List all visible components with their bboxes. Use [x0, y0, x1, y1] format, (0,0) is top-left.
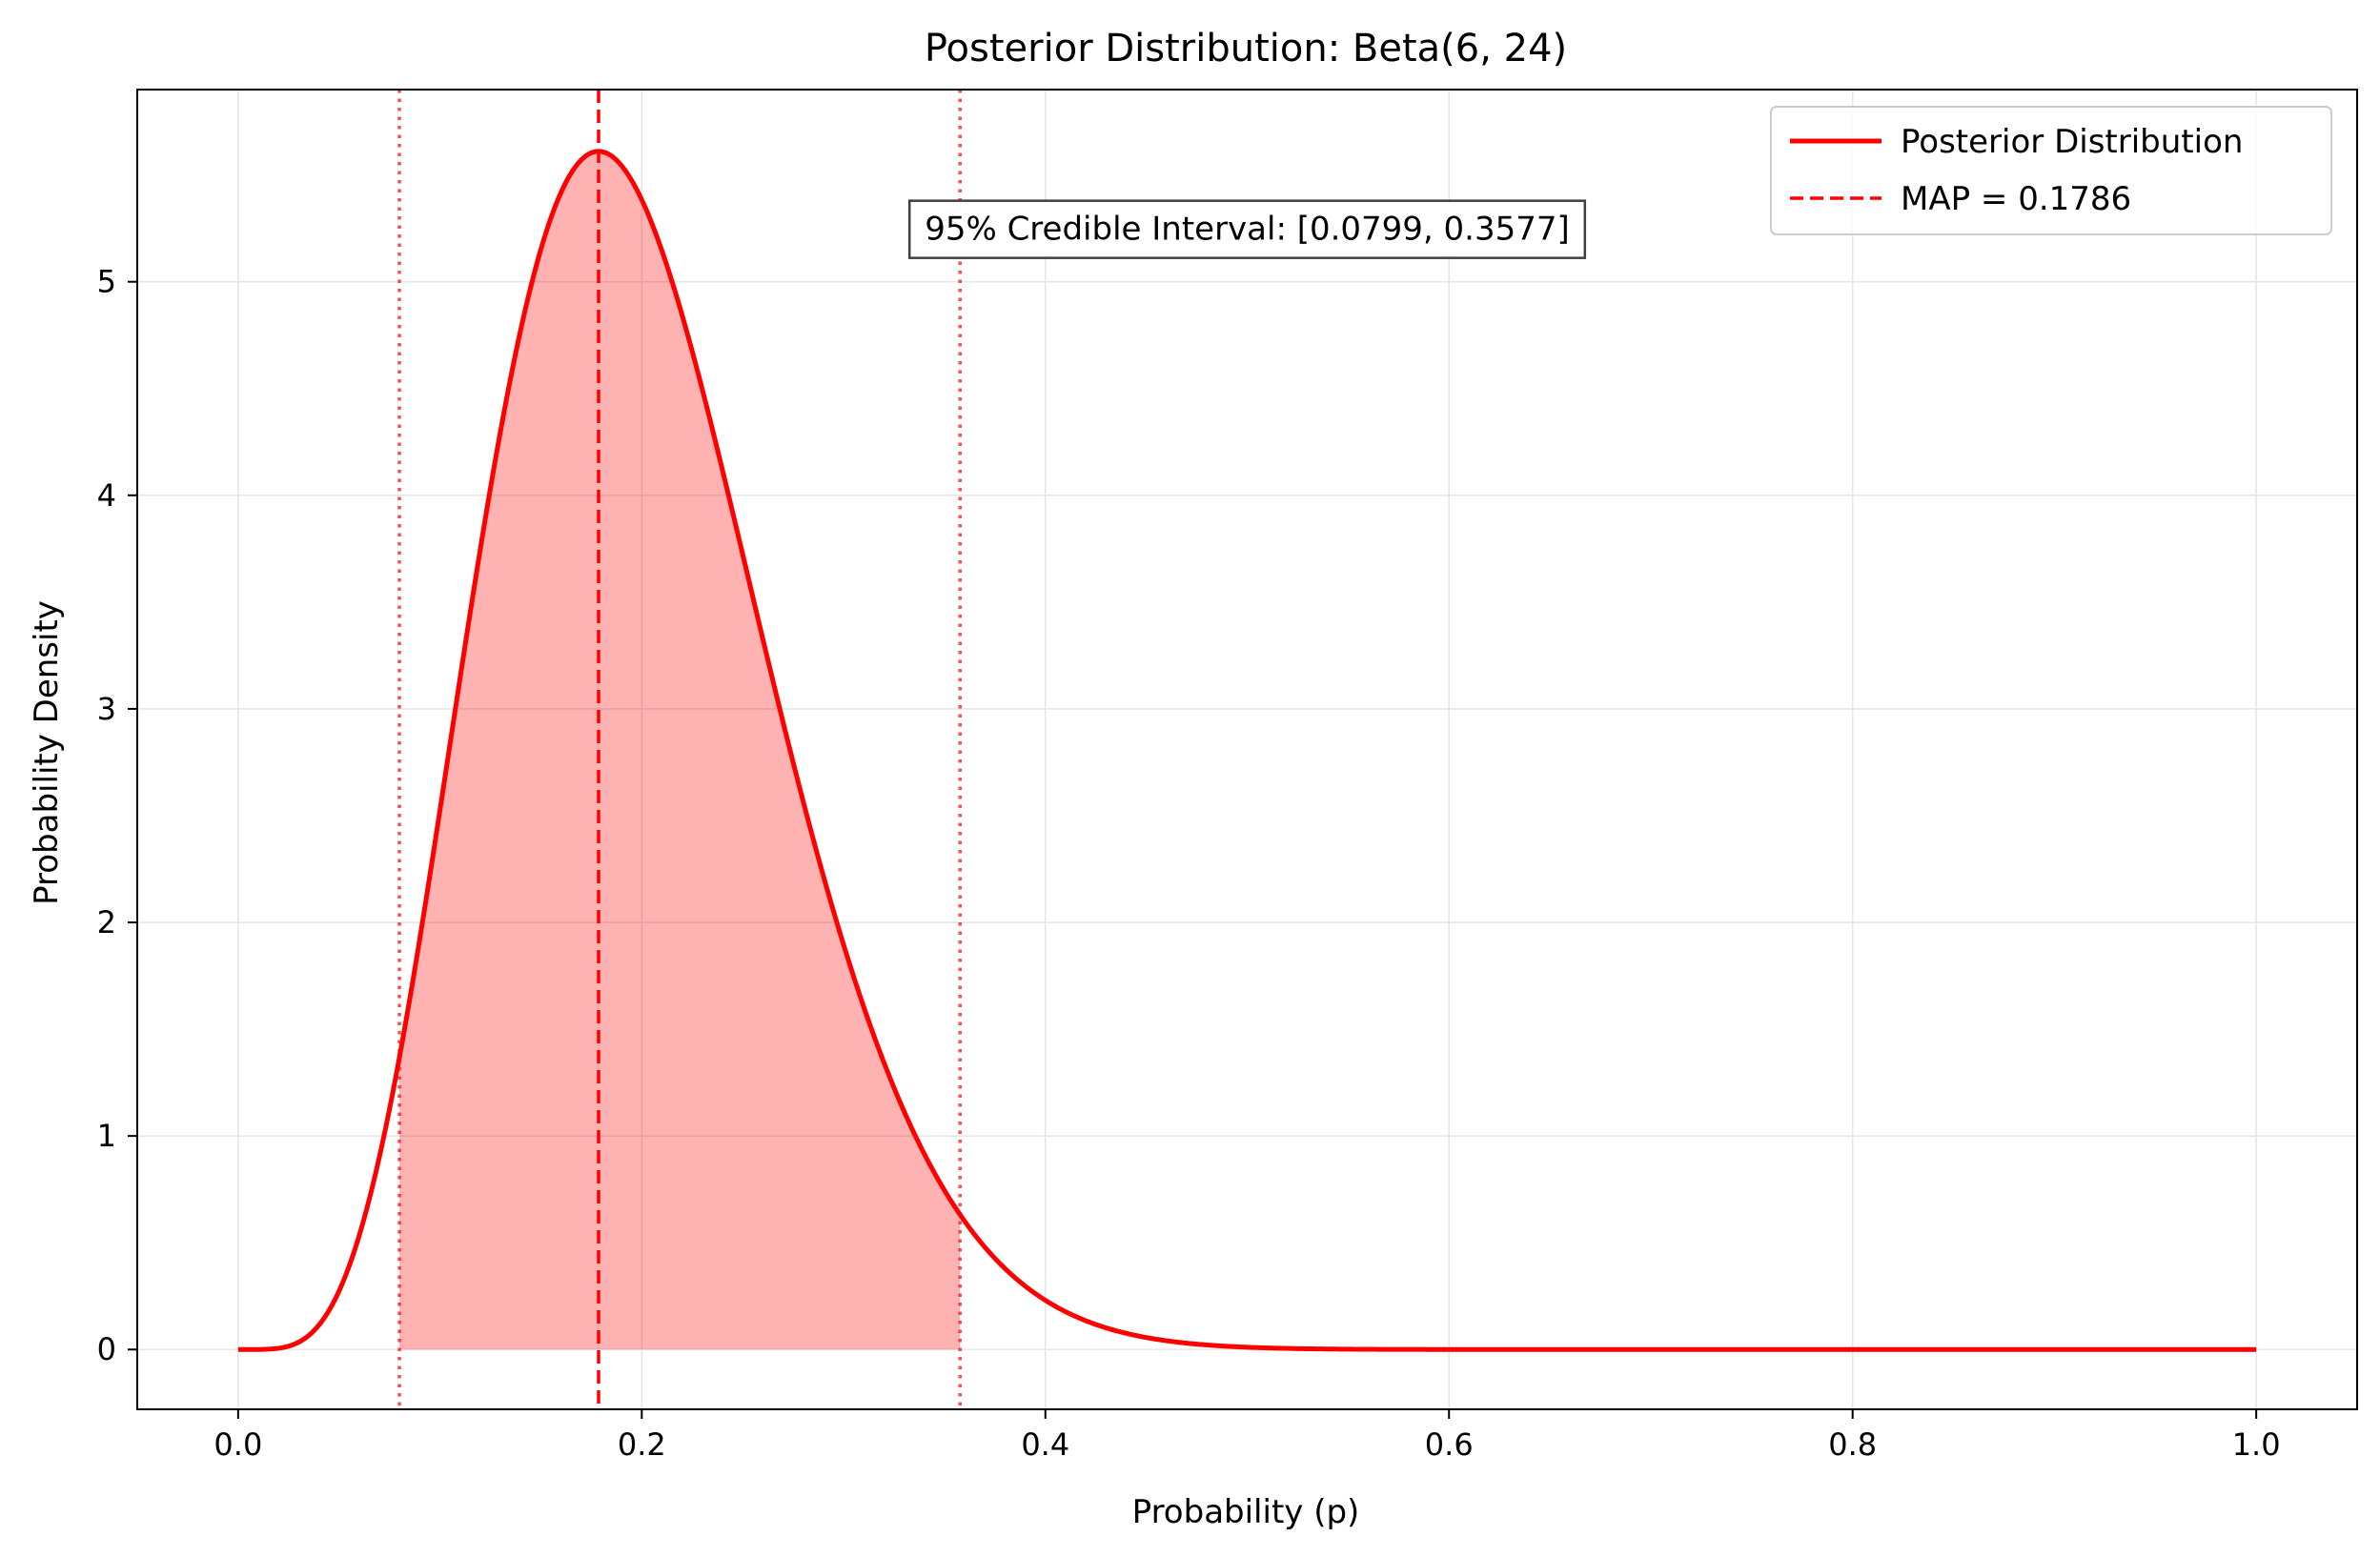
annotation-text: 95% Credible Interval: [0.0799, 0.3577] [925, 211, 1570, 249]
y-tick-label: 1 [97, 1118, 116, 1154]
plot-frame [136, 89, 2358, 1410]
x-tick-label: 0.4 [1021, 1426, 1069, 1463]
y-tick-label: 2 [97, 904, 116, 940]
y-tick-label: 4 [97, 477, 116, 514]
credible-interval-area [399, 151, 961, 1350]
curve-layer [237, 149, 2257, 1352]
x-tick-label: 1.0 [2232, 1426, 2281, 1463]
chart-title: Posterior Distribution: Beta(6, 24) [925, 27, 1567, 71]
legend: Posterior Distribution MAP = 0.1786 [1770, 106, 2332, 235]
y-tick-label: 5 [97, 264, 116, 300]
x-tick-label: 0.8 [1828, 1426, 1877, 1463]
credible-interval-annotation: 95% Credible Interval: [0.0799, 0.3577] [907, 199, 1587, 259]
x-tick-label: 0.2 [618, 1426, 666, 1463]
x-tick-label: 0.0 [214, 1426, 262, 1463]
y-tick-label: 3 [97, 691, 116, 727]
credible-interval-fill [399, 151, 961, 1350]
legend-label-posterior: Posterior Distribution [1901, 123, 2243, 161]
x-tick-label: 0.6 [1425, 1426, 1474, 1463]
legend-box [1770, 106, 2332, 235]
x-axis-label: Probability (p) [1132, 1493, 1360, 1531]
axis-ticks: 0.0 0.2 0.4 0.6 0.8 1.0 0 1 2 3 4 5 [97, 264, 2281, 1463]
legend-label-map: MAP = 0.1786 [1901, 180, 2131, 218]
posterior-curve [237, 149, 2257, 1352]
y-tick-label: 0 [97, 1331, 116, 1367]
annotation-box [907, 199, 1587, 259]
reference-lines [397, 90, 962, 1409]
y-axis-label: Probability Density [28, 600, 66, 905]
